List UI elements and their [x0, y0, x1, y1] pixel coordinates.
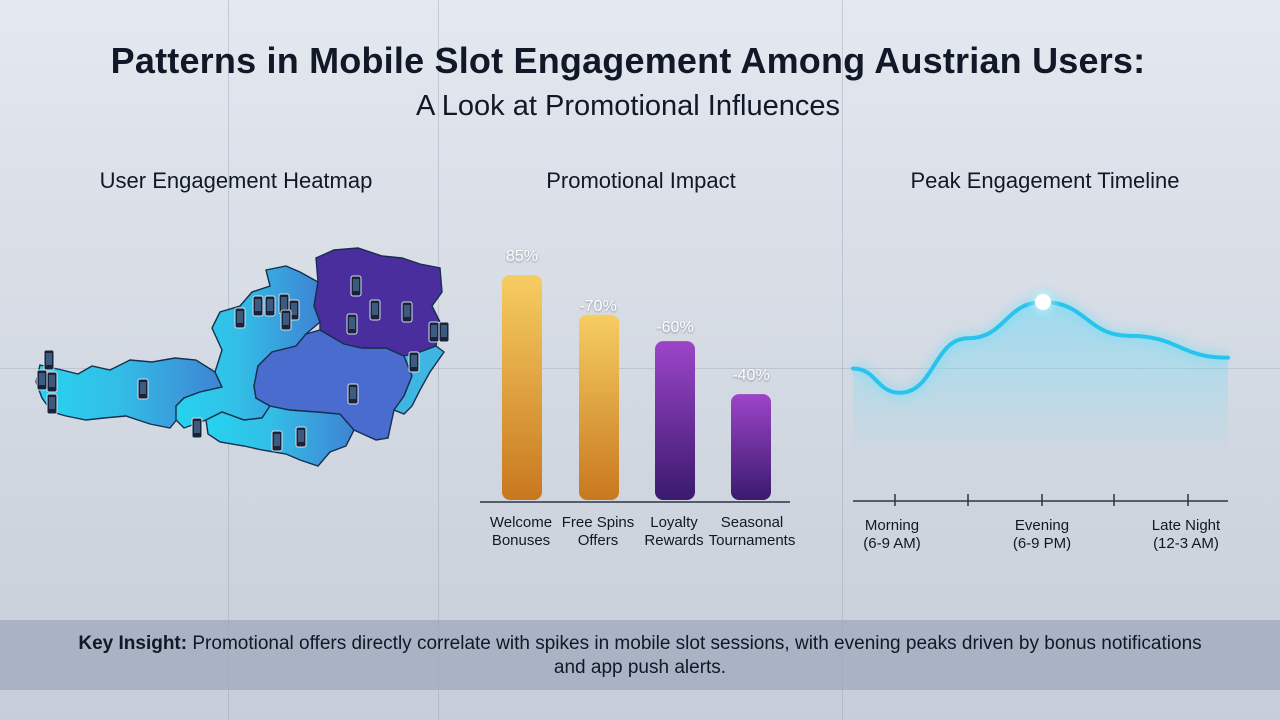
bar-4 [731, 394, 771, 500]
smartphone-screen [350, 387, 356, 399]
key-insight-label: Key Insight: [78, 633, 188, 654]
bar-3 [655, 341, 695, 500]
key-insight-text: Promotional offers directly correlate wi… [192, 633, 1202, 678]
bar-category-label: Loyalty Rewards [644, 514, 704, 549]
smartphone-screen [283, 313, 289, 325]
smartphone-screen [49, 397, 55, 409]
timeline-tick-label: Morning (6-9 AM) [863, 517, 921, 552]
bar-category-label: Welcome Bonuses [489, 514, 553, 549]
bar-value-label: -40% [732, 367, 770, 384]
key-insight-bar [0, 620, 1280, 690]
peak-point [1035, 294, 1051, 310]
smartphone-screen [46, 353, 52, 365]
smartphone-screen [237, 311, 243, 323]
page-subtitle: A Look at Promotional Influences [416, 90, 840, 122]
bar-category-label: Seasonal Tournaments [708, 514, 796, 549]
bar-value-label: -70% [579, 298, 617, 315]
smartphone-screen [194, 421, 200, 433]
smartphone-screen [49, 375, 55, 387]
timeline-tick-label: Late Night (12-3 AM) [1151, 517, 1221, 552]
smartphone-screen [372, 303, 378, 315]
page-title: Patterns in Mobile Slot Engagement Among… [110, 40, 1146, 81]
impact-chart-title: Promotional Impact [546, 168, 736, 193]
bar-1 [502, 275, 542, 500]
peak-engagement-chart [851, 284, 1230, 506]
map-region-border-east [392, 345, 445, 415]
austria-heatmap [35, 247, 450, 467]
heatmap-title: User Engagement Heatmap [99, 168, 373, 193]
smartphone-screen [298, 430, 304, 442]
smartphone-screen [255, 299, 261, 311]
background-gridline [842, 0, 843, 720]
smartphone-screen [441, 325, 447, 337]
smartphone-screen [267, 299, 273, 311]
bar-2 [579, 314, 619, 500]
bar-value-label: -60% [656, 319, 694, 336]
smartphone-screen [274, 434, 280, 446]
smartphone-screen [431, 325, 437, 337]
smartphone-screen [140, 382, 146, 394]
bar-category-label: Free Spins Offers [561, 514, 635, 549]
background-gridline [0, 368, 1280, 369]
bar-value-label: 85% [505, 248, 539, 265]
smartphone-screen [404, 305, 410, 317]
timeline-area-glow [853, 302, 1228, 460]
smartphone-screen [291, 303, 297, 315]
smartphone-screen [411, 355, 417, 367]
key-insight: Key Insight: Promotional offers directly… [60, 632, 1220, 680]
timeline-chart-title: Peak Engagement Timeline [910, 168, 1180, 193]
smartphone-screen [349, 317, 355, 329]
smartphone-screen [353, 279, 359, 291]
promotional-impact-chart [480, 275, 790, 503]
smartphone-screen [281, 297, 287, 309]
smartphone-screen [39, 373, 45, 385]
timeline-tick-label: Evening (6-9 PM) [1012, 517, 1072, 552]
timeline-line [851, 299, 1230, 395]
